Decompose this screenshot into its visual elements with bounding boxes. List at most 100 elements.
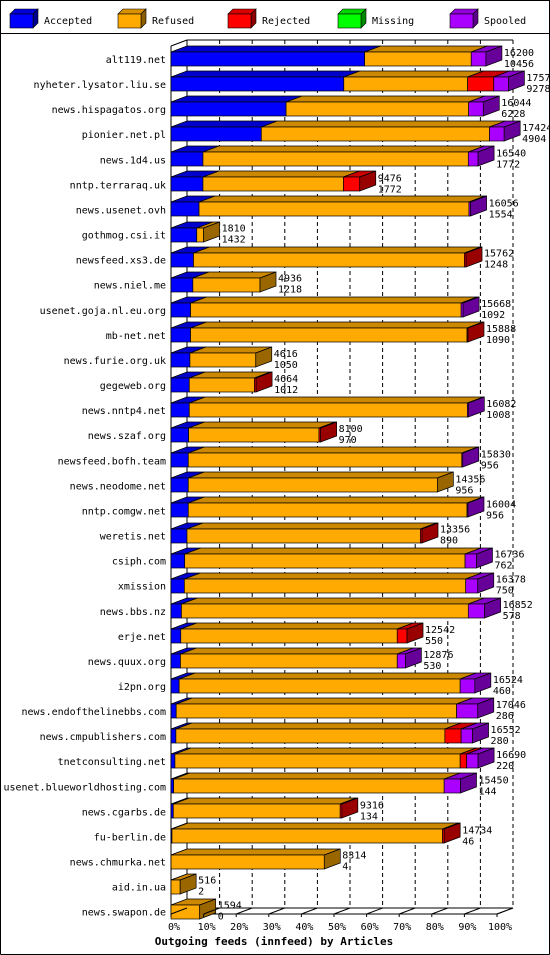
bar-segment <box>170 101 287 117</box>
bar-segment <box>170 553 186 569</box>
accepted-label: 1090 <box>486 335 510 346</box>
bar-segment <box>178 678 461 694</box>
legend-swatch <box>227 13 252 29</box>
category-label: xmission <box>118 582 166 593</box>
bar-segment <box>470 51 487 67</box>
bar-segment-side <box>472 722 489 744</box>
accepted-label: 1012 <box>274 385 298 396</box>
bar-segment <box>170 502 189 518</box>
bar-segment <box>192 277 261 293</box>
category-label: news.endofthelinebbs.com <box>22 707 167 718</box>
x-tick-label: 20% <box>230 922 248 933</box>
category-label: weretis.net <box>100 532 166 543</box>
category-label: news.usenet.ovh <box>76 205 166 216</box>
bar-segment-side <box>460 772 477 794</box>
bar-segment-side <box>482 95 500 117</box>
total-label: 9316 <box>360 800 384 811</box>
category-label: pionier.net.pl <box>82 130 166 141</box>
bar-segment-side <box>179 873 197 895</box>
bar-segment-top <box>184 547 482 555</box>
bar-segment <box>175 728 446 744</box>
bar-segment <box>467 151 479 167</box>
accepted-label: 2 <box>198 887 204 898</box>
bar-segment <box>170 603 182 619</box>
category-label: csiph.com <box>112 557 166 568</box>
legend-label: Missing <box>372 16 414 27</box>
bar-segment <box>196 227 204 243</box>
category-label: news.neodome.net <box>70 481 166 492</box>
category-label: nntp.terraraq.uk <box>70 180 166 191</box>
x-tick-label: 100% <box>488 922 512 933</box>
total-label: 15762 <box>484 249 514 260</box>
accepted-label: 460 <box>493 686 511 697</box>
bar-segment <box>170 302 191 318</box>
bar-segment <box>444 728 462 744</box>
total-label: 4936 <box>278 274 302 285</box>
total-label: 9476 <box>378 173 402 184</box>
bar-segment-top <box>181 597 485 605</box>
x-tick-depth <box>268 907 285 915</box>
bar-segment-top <box>170 848 341 856</box>
accepted-label: 1248 <box>484 260 508 271</box>
x-tick-depth <box>236 907 253 915</box>
bar-segment-side <box>443 822 461 844</box>
bar-segment <box>170 703 177 719</box>
total-label: 17578 <box>526 73 550 84</box>
accepted-label: 4904 <box>522 134 546 145</box>
bar-segment <box>193 252 465 268</box>
x-tick-label: 50% <box>328 922 346 933</box>
bar-segment <box>187 502 468 518</box>
bar-segment-top <box>174 747 477 755</box>
bar-segment <box>170 76 345 92</box>
x-tick-label: 60% <box>361 922 379 933</box>
x-tick-depth <box>496 907 514 915</box>
bar-segment <box>184 578 467 594</box>
bar-segment <box>343 176 361 192</box>
total-label: 16056 <box>489 198 519 209</box>
category-label: nyheter.lysator.liu.se <box>34 80 166 91</box>
legend-swatch <box>337 13 362 29</box>
total-label: 16524 <box>493 675 523 686</box>
accepted-label: 956 <box>455 485 473 496</box>
total-label: 1810 <box>222 224 246 235</box>
category-label: gothmog.csi.it <box>82 231 166 242</box>
category-label: news.nntp4.net <box>82 406 166 417</box>
bar-segment <box>170 578 185 594</box>
bar-segment-side <box>323 848 341 870</box>
total-label: 14356 <box>455 474 485 485</box>
bar-segment-side <box>476 547 493 569</box>
chart-title: Outgoing feeds (innfeed) by Articles <box>155 935 393 948</box>
x-tick-depth <box>366 907 383 915</box>
x-tick-depth <box>333 907 351 915</box>
total-label: 16378 <box>496 575 526 586</box>
accepted-label: 6228 <box>501 109 525 120</box>
x-tick-depth <box>203 907 220 915</box>
category-label: usenet.blueworldhosting.com <box>3 782 166 793</box>
bar-segment <box>189 352 257 368</box>
bar-segment-top <box>180 647 414 655</box>
bar-segment <box>188 402 468 418</box>
bar-segment-top <box>202 170 360 178</box>
legend-label: Rejected <box>262 16 310 27</box>
bar-segment-top <box>261 120 506 128</box>
total-label: 4664 <box>274 374 298 385</box>
bar-segment <box>170 126 262 142</box>
bar-segment-top <box>198 195 486 203</box>
bar-segment <box>170 352 191 368</box>
category-label: news.niel.me <box>94 281 166 292</box>
total-label: 1594 <box>218 901 242 912</box>
accepted-label: 1772 <box>378 184 402 195</box>
legend-swatch <box>117 13 142 29</box>
bar-segment-top <box>173 772 461 780</box>
bar-segment <box>190 302 462 318</box>
accepted-label: 956 <box>486 510 504 521</box>
total-label: 15888 <box>486 324 516 335</box>
bar-segment <box>170 477 189 493</box>
bar-segment <box>364 51 472 67</box>
bar-segment <box>170 327 191 343</box>
bar-segment <box>170 778 174 794</box>
total-label: 8100 <box>339 424 363 435</box>
bar-segment <box>198 201 470 217</box>
plot-top-left-depth <box>170 39 188 47</box>
total-label: 16200 <box>504 48 534 59</box>
